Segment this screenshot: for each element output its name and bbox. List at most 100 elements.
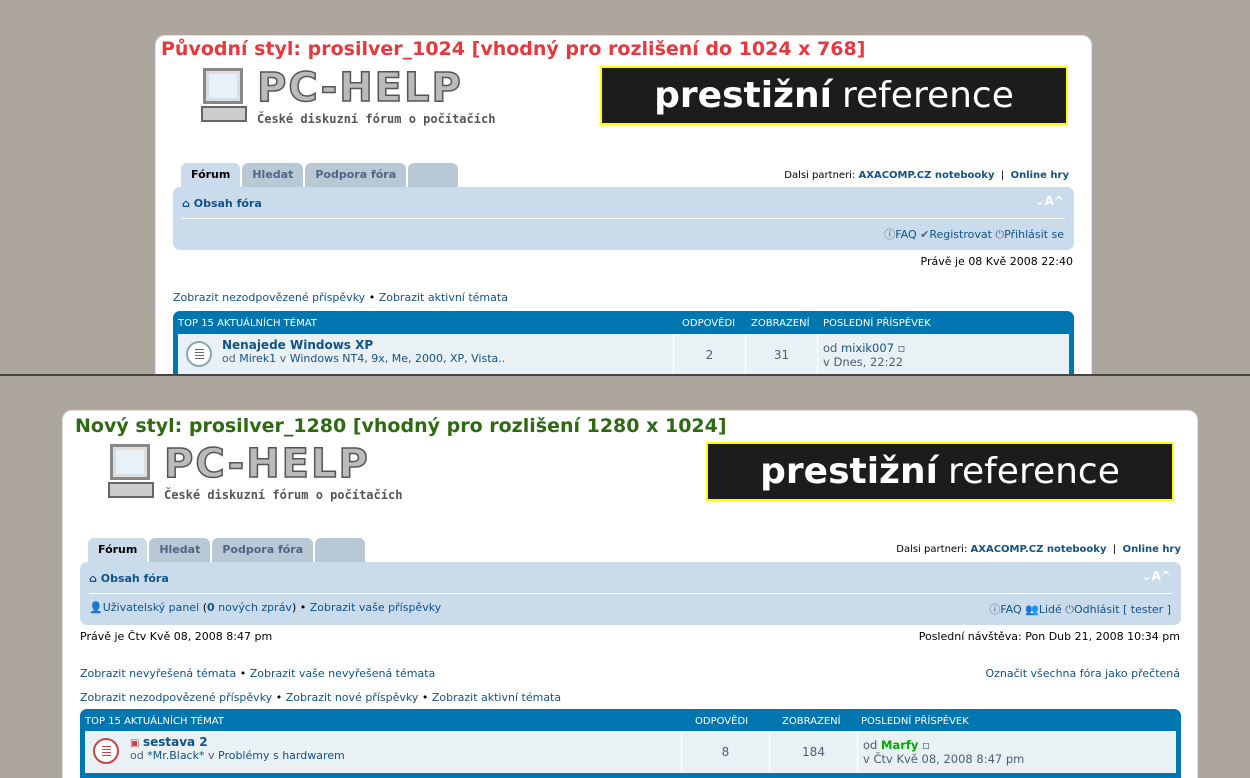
own-posts-link[interactable]: Zobrazit vaše příspěvky: [309, 601, 442, 614]
header-last-post: POSLEDNÍ PŘÍSPĚVEK: [823, 318, 931, 329]
partners: Dalsi partneri: AXACOMP.CZ notebooky | O…: [896, 544, 1181, 555]
tab-blank[interactable]: [315, 538, 366, 562]
partner-link-online-hry[interactable]: Online hry: [1122, 544, 1181, 555]
tab-search[interactable]: Hledat: [242, 163, 304, 187]
last-post-author[interactable]: mixik007: [841, 341, 895, 355]
partner-link-axacomp[interactable]: AXACOMP.CZ notebooky: [970, 544, 1107, 555]
new-messages-count[interactable]: 0: [207, 601, 215, 614]
unanswered-link[interactable]: Zobrazit nezodpovězené příspěvky: [173, 291, 366, 304]
navbar: ⌂ Obsah fóra ⌄A^ 👤Uživatelský panel (0 n…: [80, 562, 1181, 625]
bullet: •: [275, 691, 283, 704]
search-links-2: Zobrazit nezodpovězené příspěvky • Zobra…: [80, 691, 561, 704]
register-link[interactable]: Registrovat: [929, 228, 992, 241]
view-latest-post-icon[interactable]: ▫: [922, 738, 930, 752]
tab-search[interactable]: Hledat: [149, 538, 211, 562]
site-logo[interactable]: PC-HELP České diskuzní fórum o počítačích: [201, 65, 496, 126]
tab-forum[interactable]: Fórum: [181, 163, 241, 187]
paren-close: ): [291, 601, 297, 614]
members-icon: 👥: [1025, 603, 1039, 616]
tab-blank[interactable]: [408, 163, 459, 187]
active-topics-link[interactable]: Zobrazit aktivní témata: [431, 691, 562, 704]
topic-title[interactable]: Nenajede Windows XP: [222, 338, 374, 352]
by-label: od: [863, 738, 878, 752]
active-topics-link[interactable]: Zobrazit aktivní témata: [378, 291, 508, 304]
topic-read-icon: [186, 341, 212, 367]
unsolved-topics-link[interactable]: Zobrazit nevyřešená témata: [80, 667, 237, 680]
last-post-time: v Dnes, 22:22: [823, 355, 904, 369]
topic-author[interactable]: Mirek1: [239, 352, 277, 365]
reference-banner[interactable]: prestižní reference: [600, 66, 1068, 125]
faq-icon: ⓘ: [989, 603, 1001, 616]
views-count: 184: [769, 731, 857, 773]
tab-support[interactable]: Podpora fóra: [212, 538, 314, 562]
user-panel-link[interactable]: Uživatelský panel: [102, 601, 200, 614]
font-size-toggle[interactable]: ⌄A^: [1141, 569, 1171, 583]
in-label: v: [279, 352, 287, 365]
site-logo[interactable]: PC-HELP České diskuzní fórum o počítačích: [108, 443, 402, 502]
table-row[interactable]: ▣ sestava 2 od *Mr.Black* v Problémy s h…: [85, 731, 1176, 773]
navbar: ⌂ Obsah fóra ⌄A^ ⓘFAQ ✔Registrovat ⏻Přih…: [173, 187, 1074, 250]
separator: |: [1112, 544, 1117, 555]
table-row[interactable]: Nenajede Windows XP od Mirek1 v Windows …: [178, 334, 1069, 374]
home-icon: ⌂: [182, 197, 190, 210]
breadcrumb-home[interactable]: Obsah fóra: [100, 572, 169, 585]
user-panel-icon: 👤: [89, 601, 103, 614]
tabs: Fórum Hledat Podpora fóra: [181, 163, 459, 187]
register-icon: ✔: [920, 228, 930, 241]
last-visit: Poslední návštěva: Pon Dub 21, 2008 10:3…: [918, 630, 1180, 643]
bullet: •: [421, 691, 429, 704]
header-views: ZOBRAZENÍ: [751, 318, 810, 329]
unanswered-link[interactable]: Zobrazit nezodpovězené příspěvky: [80, 691, 273, 704]
new-posts-link[interactable]: Zobrazit nové příspěvky: [285, 691, 419, 704]
tab-support[interactable]: Podpora fóra: [305, 163, 407, 187]
font-size-toggle[interactable]: ⌄A^: [1034, 194, 1064, 208]
logout-link[interactable]: Odhlásit [ tester ]: [1074, 603, 1171, 616]
mark-all-read-link[interactable]: Označit všechna fóra jako přečtená: [985, 667, 1180, 680]
topic-forum[interactable]: Problémy s hardwarem: [218, 749, 345, 762]
partners-label: Dalsi partneri:: [784, 170, 856, 181]
in-label: v: [207, 749, 215, 762]
partner-link-online-hry[interactable]: Online hry: [1010, 170, 1069, 181]
members-link[interactable]: Lidé: [1038, 603, 1062, 616]
views-count: 31: [745, 334, 817, 374]
new-style-screenshot: Nový styl: prosilver_1280 [vhodný pro ro…: [0, 378, 1250, 778]
partners: Dalsi partneri: AXACOMP.CZ notebooky | O…: [784, 170, 1069, 181]
breadcrumb-home[interactable]: Obsah fóra: [193, 197, 262, 210]
computer-icon: [108, 444, 154, 502]
by-label: od: [823, 341, 838, 355]
tagline: České diskuzní fórum o počítačích: [257, 112, 496, 126]
divider: [182, 218, 1065, 219]
new-post-icon[interactable]: ▣: [130, 738, 140, 749]
topic-title[interactable]: sestava 2: [142, 735, 208, 749]
old-page: Původní styl: prosilver_1024 [vhodný pro…: [155, 35, 1092, 374]
tab-forum[interactable]: Fórum: [88, 538, 148, 562]
faq-link[interactable]: FAQ: [1000, 603, 1022, 616]
breadcrumb[interactable]: ⌂ Obsah fóra: [89, 572, 169, 585]
last-post-author[interactable]: Marfy: [881, 738, 919, 752]
old-style-screenshot: Původní styl: prosilver_1024 [vhodný pro…: [0, 0, 1250, 376]
paren-open: (: [202, 601, 208, 614]
partner-link-axacomp[interactable]: AXACOMP.CZ notebooky: [858, 170, 995, 181]
by-label: od: [222, 352, 236, 365]
view-latest-post-icon[interactable]: ▫: [897, 341, 906, 355]
own-unsolved-link[interactable]: Zobrazit vaše nevyřešená témata: [249, 667, 436, 680]
new-messages-link[interactable]: nových zpráv: [218, 601, 292, 614]
login-link[interactable]: Přihlásit se: [1004, 228, 1064, 241]
last-post-time: v Čtv Kvě 08, 2008 8:47 pm: [863, 752, 1025, 766]
tabs: Fórum Hledat Podpora fóra: [88, 538, 366, 562]
partners-label: Dalsi partneri:: [896, 544, 968, 555]
faq-link[interactable]: FAQ: [895, 228, 917, 241]
banner-rest: reference: [841, 75, 1014, 116]
reference-banner[interactable]: prestižní reference: [706, 442, 1174, 501]
faq-icon: ⓘ: [884, 228, 896, 241]
power-icon: ⏻: [995, 228, 1005, 241]
topics-table: TOP 15 AKTUÁLNÍCH TÉMAT ODPOVĚDI ZOBRAZE…: [173, 311, 1074, 374]
header-replies: ODPOVĚDI: [682, 318, 736, 329]
topic-hot-icon: [93, 738, 119, 764]
breadcrumb[interactable]: ⌂ Obsah fóra: [182, 197, 262, 210]
logo-text: PC-HELP: [256, 65, 463, 111]
topic-author[interactable]: *Mr.Black*: [147, 749, 205, 762]
topics-table: TOP 15 AKTUÁLNÍCH TÉMAT ODPOVĚDI ZOBRAZE…: [80, 709, 1181, 778]
bullet: •: [299, 601, 307, 614]
topic-forum[interactable]: Windows NT4, 9x, Me, 2000, XP, Vista..: [289, 352, 506, 365]
